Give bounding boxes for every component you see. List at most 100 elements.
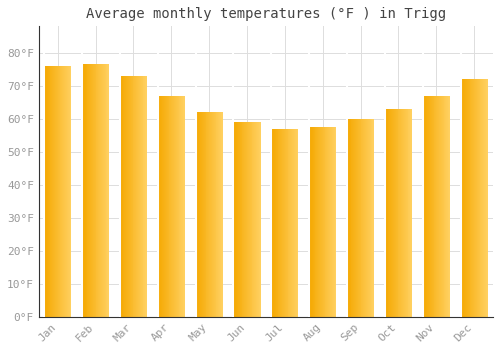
Bar [67,66,68,317]
Bar [395,109,396,317]
Bar [430,96,431,317]
Bar [44,66,45,317]
Bar [144,76,146,317]
Bar [89,64,90,317]
Bar [63,66,64,317]
Bar [126,76,127,317]
Bar [462,79,463,317]
Bar [434,96,436,317]
Bar [212,112,213,317]
Bar [288,128,290,317]
Bar [400,109,401,317]
Bar [68,66,70,317]
Bar [91,64,92,317]
Bar [219,112,220,317]
Bar [106,64,108,317]
Bar [96,64,98,317]
Bar [477,79,478,317]
Bar [249,122,250,317]
Bar [276,128,278,317]
Bar [136,76,137,317]
Bar [358,119,360,317]
Bar [108,64,109,317]
Bar [386,109,388,317]
Bar [296,128,298,317]
Bar [385,109,386,317]
Bar [348,119,349,317]
Bar [398,109,400,317]
Bar [290,128,291,317]
Bar [213,112,214,317]
Bar [316,127,318,317]
Bar [411,109,412,317]
Bar [294,128,295,317]
Bar [124,76,126,317]
Bar [332,127,334,317]
Bar [390,109,391,317]
Bar [278,128,280,317]
Bar [245,122,246,317]
Bar [393,109,394,317]
Bar [140,76,141,317]
Bar [438,96,439,317]
Bar [64,66,65,317]
Bar [281,128,282,317]
Bar [319,127,320,317]
Bar [163,96,164,317]
Bar [460,79,462,317]
Bar [52,66,53,317]
Bar [53,66,54,317]
Bar [247,122,248,317]
Bar [347,119,348,317]
Bar [328,127,329,317]
Bar [334,127,336,317]
Bar [432,96,434,317]
Bar [200,112,201,317]
Bar [478,79,480,317]
Bar [368,119,370,317]
Bar [364,119,365,317]
Bar [408,109,410,317]
Bar [88,64,89,317]
Bar [175,96,176,317]
Bar [104,64,106,317]
Bar [160,96,162,317]
Bar [134,76,136,317]
Bar [472,79,473,317]
Bar [473,79,474,317]
Bar [370,119,372,317]
Bar [258,122,259,317]
Bar [183,96,184,317]
Bar [146,76,147,317]
Bar [437,96,438,317]
Bar [208,112,209,317]
Bar [196,112,198,317]
Bar [484,79,485,317]
Bar [204,112,206,317]
Bar [292,128,293,317]
Bar [350,119,352,317]
Bar [474,79,475,317]
Bar [312,127,314,317]
Bar [440,96,441,317]
Bar [101,64,102,317]
Bar [410,109,411,317]
Bar [129,76,130,317]
Bar [138,76,139,317]
Bar [439,96,440,317]
Bar [280,128,281,317]
Bar [46,66,47,317]
Bar [58,66,59,317]
Bar [355,119,356,317]
Bar [356,119,357,317]
Bar [321,127,322,317]
Bar [82,64,83,317]
Bar [475,79,476,317]
Bar [93,64,94,317]
Bar [463,79,464,317]
Bar [402,109,403,317]
Bar [404,109,405,317]
Bar [431,96,432,317]
Bar [406,109,408,317]
Bar [318,127,319,317]
